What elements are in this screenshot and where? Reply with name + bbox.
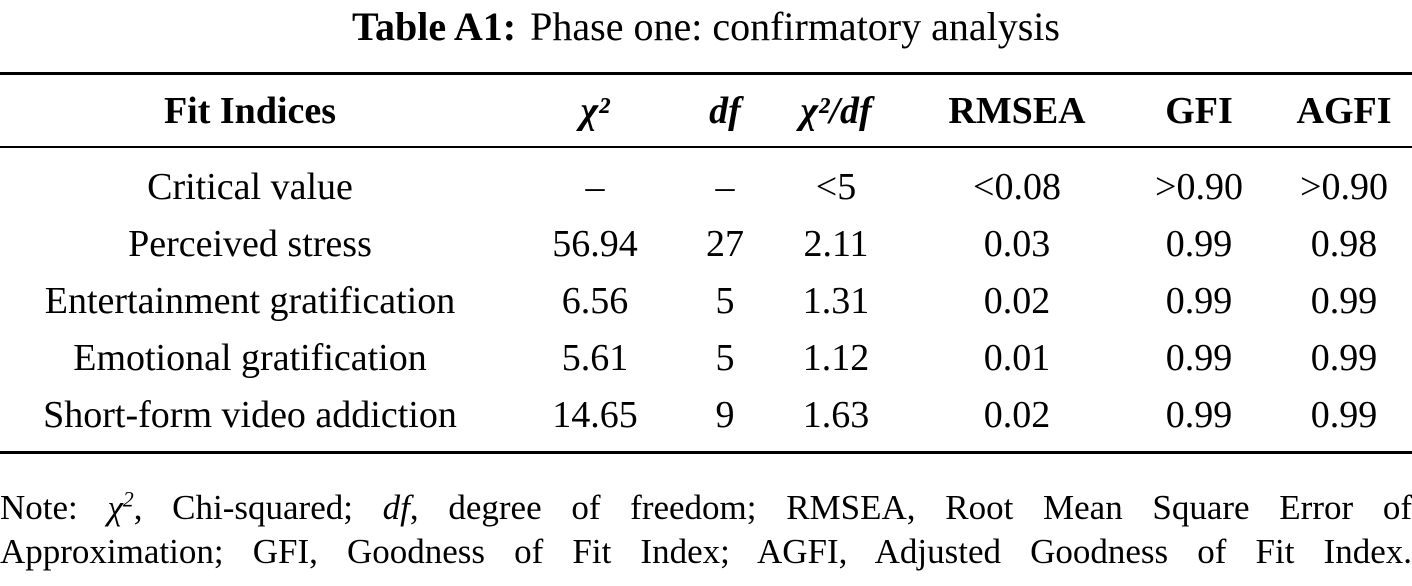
- chi-superscript: 2: [122, 487, 134, 512]
- fit-indices-table: Fit Indices χ² df χ²/df RMSEA GFI AGFI C…: [0, 72, 1412, 454]
- table-row-emotional-gratification: Emotional gratification 5.61 5 1.12 0.01…: [0, 329, 1412, 386]
- table-cell: 0.99: [1310, 279, 1378, 322]
- row-label-cell: Entertainment gratification: [44, 279, 456, 322]
- table-row-short-form-video-addiction: Short-form video addiction 14.65 9 1.63 …: [0, 386, 1412, 453]
- note-prefix: Note:: [0, 488, 108, 527]
- column-header-rmsea: RMSEA: [912, 73, 1122, 148]
- table-cell: 2.11: [803, 222, 869, 265]
- table-cell: <5: [815, 165, 857, 208]
- table-cell: –: [715, 165, 735, 208]
- table-cell: 56.94: [552, 222, 638, 265]
- note-line-2: Approximation; GFI, Goodness of Fit Inde…: [0, 532, 1412, 571]
- note-segment-2: , degree of freedom; RMSEA, Root Mean Sq…: [409, 488, 1412, 527]
- row-label-cell: Short-form video addiction: [43, 393, 457, 436]
- table-caption-label: Table A1:: [352, 4, 517, 49]
- row-label-cell: Emotional gratification: [73, 336, 427, 379]
- table-cell: 1.12: [802, 336, 870, 379]
- table-cell: 0.99: [1165, 279, 1233, 322]
- column-header-df: df: [690, 73, 760, 148]
- table-cell: 27: [706, 222, 744, 265]
- table-row-entertainment-gratification: Entertainment gratification 6.56 5 1.31 …: [0, 272, 1412, 329]
- table-row-critical-value: Critical value – – <5 <0.08 >0.90 >0.90: [0, 147, 1412, 215]
- table-note: Note: χ2, Chi-squared; df, degree of fre…: [0, 486, 1412, 574]
- table-cell: 5.61: [561, 336, 629, 379]
- df-symbol: df: [382, 488, 410, 527]
- table-cell: 0.99: [1310, 336, 1378, 379]
- table-cell: 1.63: [802, 393, 870, 436]
- column-header-chi-squared: χ²: [500, 73, 690, 148]
- table-cell: 0.02: [983, 279, 1051, 322]
- table-cell: 5: [715, 336, 735, 379]
- table-cell: 0.01: [983, 336, 1051, 379]
- row-label-cell: Perceived stress: [128, 222, 372, 265]
- table-row-perceived-stress: Perceived stress 56.94 27 2.11 0.03 0.99…: [0, 215, 1412, 272]
- table-cell: 14.65: [552, 393, 638, 436]
- table-cell: 0.02: [983, 393, 1051, 436]
- column-header-chi-squared-over-df: χ²/df: [760, 73, 912, 148]
- row-label-cell: Critical value: [147, 165, 353, 208]
- column-header-agfi: AGFI: [1276, 73, 1412, 148]
- table-cell: >0.90: [1155, 165, 1243, 208]
- table-cell: 0.03: [983, 222, 1051, 265]
- chi-squared-symbol: χ2: [107, 488, 133, 527]
- table-cell: 9: [715, 393, 735, 436]
- table-cell: 0.98: [1310, 222, 1378, 265]
- table-cell: –: [585, 165, 605, 208]
- header-row: Fit Indices χ² df χ²/df RMSEA GFI AGFI: [0, 73, 1412, 148]
- table-cell: 0.99: [1310, 393, 1378, 436]
- chi-letter: χ: [107, 488, 123, 527]
- table-cell: 0.99: [1165, 222, 1233, 265]
- column-header-gfi: GFI: [1122, 73, 1276, 148]
- table-cell: 6.56: [561, 279, 629, 322]
- table-cell: 1.31: [802, 279, 870, 322]
- table-caption: Table A1: Phase one: confirmatory analysi…: [0, 4, 1412, 50]
- table-cell: 0.99: [1165, 393, 1233, 436]
- table-cell: 0.99: [1165, 336, 1233, 379]
- table-cell: <0.08: [973, 165, 1061, 208]
- table-cell: 5: [715, 279, 735, 322]
- note-segment-1: , Chi-squared;: [133, 488, 383, 527]
- note-line-1: Note: χ2, Chi-squared; df, degree of fre…: [0, 486, 1412, 530]
- column-header-fit-indices: Fit Indices: [0, 73, 500, 148]
- table-caption-text: Phase one: confirmatory analysis: [530, 4, 1060, 49]
- table-cell: >0.90: [1300, 165, 1388, 208]
